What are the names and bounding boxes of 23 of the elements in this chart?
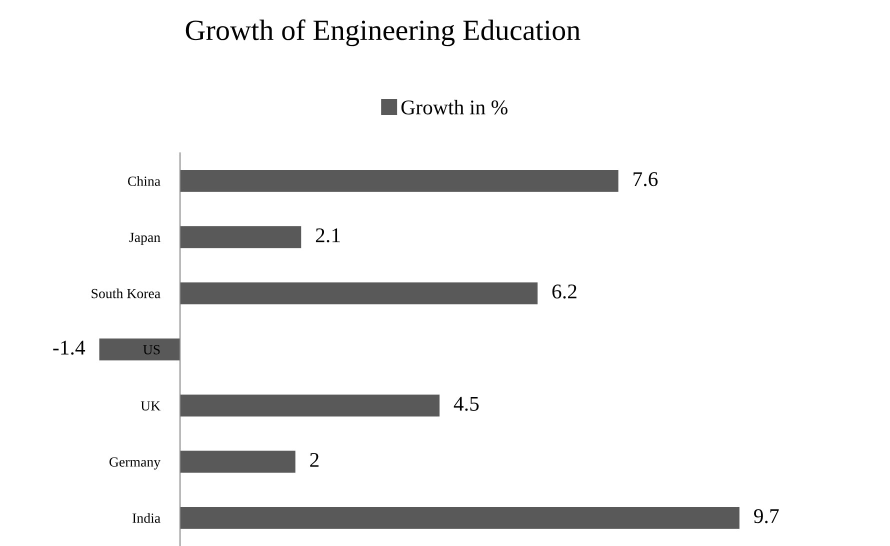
- bar: [180, 394, 440, 417]
- y-tick-label: China: [128, 176, 160, 186]
- y-tick-label: UK: [140, 401, 160, 411]
- data-label: 7.6: [634, 172, 658, 186]
- bar: [180, 506, 740, 529]
- bar: [180, 170, 618, 192]
- data-label: 2.1: [316, 228, 340, 242]
- y-tick-label: US: [143, 345, 160, 354]
- data-label: 9.7: [754, 509, 779, 524]
- y-tick-label: Japan: [129, 232, 160, 245]
- y-tick-label: India: [132, 513, 160, 523]
- bar: [99, 338, 180, 360]
- bar: [180, 226, 302, 248]
- bar: [180, 450, 296, 473]
- data-label: 4.5: [454, 396, 479, 411]
- data-label: 6.2: [552, 284, 576, 299]
- data-label: 2: [310, 452, 319, 467]
- bar: [180, 282, 538, 304]
- data-label: -1.4: [53, 340, 86, 355]
- chart-title: Growth of Engineering Education: [186, 19, 580, 46]
- y-tick-label: South Korea: [92, 288, 160, 298]
- y-tick-label: Germany: [109, 457, 161, 470]
- legend-label: Growth in %: [401, 100, 508, 115]
